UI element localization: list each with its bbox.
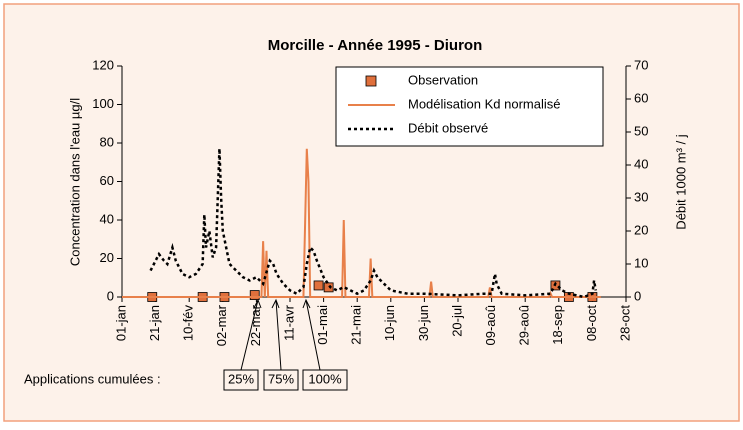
- y-tick-label: 20: [100, 250, 114, 265]
- observation-marker: [323, 282, 334, 293]
- legend-swatch: [365, 75, 377, 87]
- annotation: 100%: [308, 371, 342, 386]
- y2-tick-label: 20: [634, 222, 648, 237]
- y2-tick-label: 10: [634, 255, 648, 270]
- annotation-box: [302, 369, 348, 391]
- x-tick-label: 22-mar: [248, 304, 263, 346]
- y2-tick-label: 0: [634, 288, 641, 303]
- series-line: [149, 148, 597, 299]
- y2-tick-label: 40: [634, 156, 648, 171]
- legend-label: Modélisation Kd normalisé: [408, 96, 560, 111]
- chart-title: Morcille - Année 1995 - Diuron: [268, 37, 483, 54]
- y-tick-label: 120: [92, 57, 114, 72]
- y2-tick-label: 70: [634, 57, 648, 72]
- x-tick-label: 10-fév: [181, 305, 196, 342]
- y2-tick-label: 30: [634, 189, 648, 204]
- y-tick-label: 60: [100, 173, 114, 188]
- x-tick-label: 02-mar: [214, 304, 229, 346]
- y2-axis-label: Débit 1000 m³ / j: [673, 134, 688, 229]
- legend-label: Observation: [408, 72, 478, 87]
- x-tick-label: 28-oct: [617, 305, 632, 342]
- y-tick-label: 100: [92, 96, 114, 111]
- y-axis-label: Concentration dans l'eau µg/l: [67, 98, 82, 266]
- x-tick-label: 30-jun: [416, 305, 431, 341]
- annotation: 75%: [268, 371, 294, 386]
- x-tick-label: 21-jan: [147, 305, 162, 341]
- y-tick-label: 80: [100, 134, 114, 149]
- x-tick-label: 01-jan: [113, 305, 128, 341]
- observation-marker: [249, 290, 260, 300]
- x-tick-label: 09-aoû: [483, 305, 498, 345]
- x-tick-label: 18-sep: [550, 305, 565, 345]
- annotation: Applications cumulées :: [24, 371, 161, 386]
- y-tick-label: 40: [100, 211, 114, 226]
- y-tick-label: 0: [107, 288, 114, 303]
- annotation-arrows: [240, 298, 321, 371]
- observation-marker: [313, 280, 324, 291]
- x-tick-label: 20-jul: [449, 305, 464, 337]
- y2-tick-label: 50: [634, 123, 648, 138]
- series-line: [122, 148, 601, 298]
- x-tick-label: 08-oct: [584, 305, 599, 342]
- legend-label: Débit observé: [408, 120, 488, 135]
- x-tick-label: 11-avr: [281, 304, 296, 341]
- x-tick-label: 10-jun: [382, 305, 397, 341]
- y2-tick-label: 60: [634, 90, 648, 105]
- x-tick-label: 21-mai: [349, 305, 364, 345]
- x-tick-label: 01-mai: [315, 305, 330, 345]
- x-tick-label: 29-aoû: [517, 305, 532, 345]
- legend: [335, 66, 604, 147]
- annotation: 25%: [228, 371, 254, 386]
